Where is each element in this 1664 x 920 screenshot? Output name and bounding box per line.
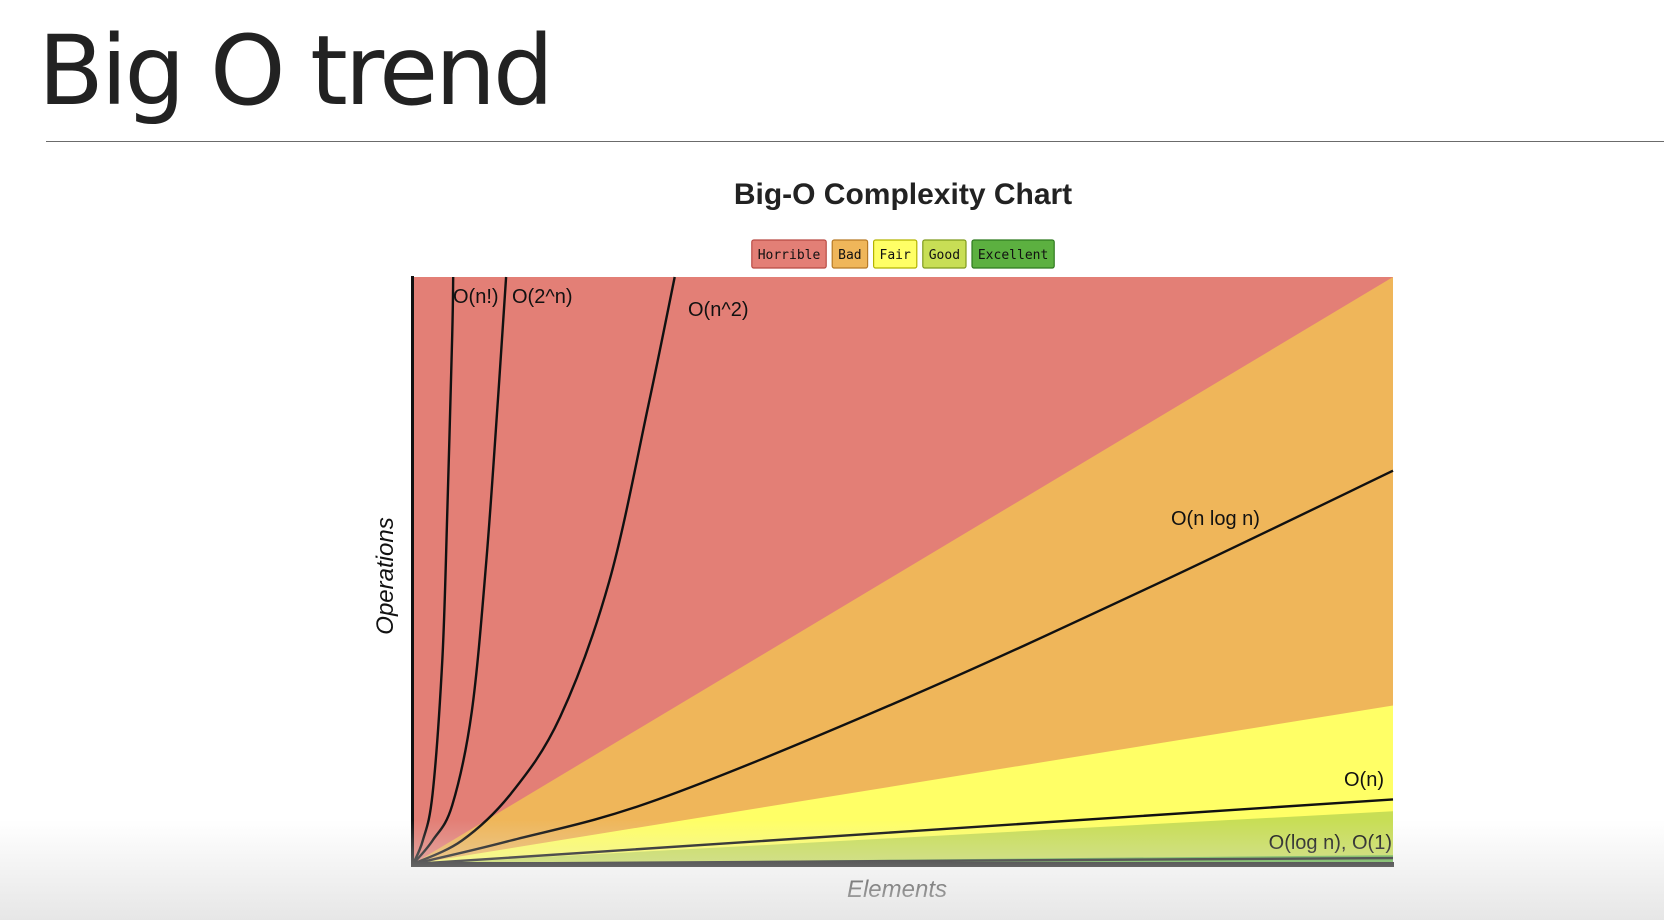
title-divider (46, 141, 1664, 142)
legend-label-excellent: Excellent (978, 248, 1048, 263)
curve-label-o-n-2: O(n^2) (688, 299, 749, 321)
zone-bad (413, 277, 1393, 864)
curve-label-o-log-n-o-1: O(log n), O(1) (1269, 832, 1392, 854)
legend-label-bad: Bad (838, 248, 861, 263)
legend-swatch-bad (831, 239, 869, 269)
x-axis-label: Elements (847, 876, 947, 903)
legend-label-good: Good (929, 248, 960, 263)
legend-swatch-horrible (751, 239, 827, 269)
complexity-zones (413, 277, 1393, 864)
legend-swatch-good (922, 239, 967, 269)
slide-title: Big O trend (38, 15, 554, 127)
curve-label-o-n: O(n!) (453, 286, 499, 308)
legend-swatch-fair (872, 239, 918, 269)
legend: Horrible Bad Fair Good Excellent (751, 239, 1055, 269)
curve-label-o-2-n: O(2^n) (512, 286, 573, 308)
chart-title: Big-O Complexity Chart (734, 178, 1072, 211)
legend-label-fair: Fair (880, 248, 911, 263)
y-axis-label: Operations (372, 517, 399, 634)
curve-label-o-n-log-n: O(n log n) (1171, 508, 1260, 530)
legend-label-horrible: Horrible (758, 248, 821, 263)
curve-label-o-n: O(n) (1344, 769, 1384, 791)
legend-swatch-excellent (971, 239, 1055, 269)
